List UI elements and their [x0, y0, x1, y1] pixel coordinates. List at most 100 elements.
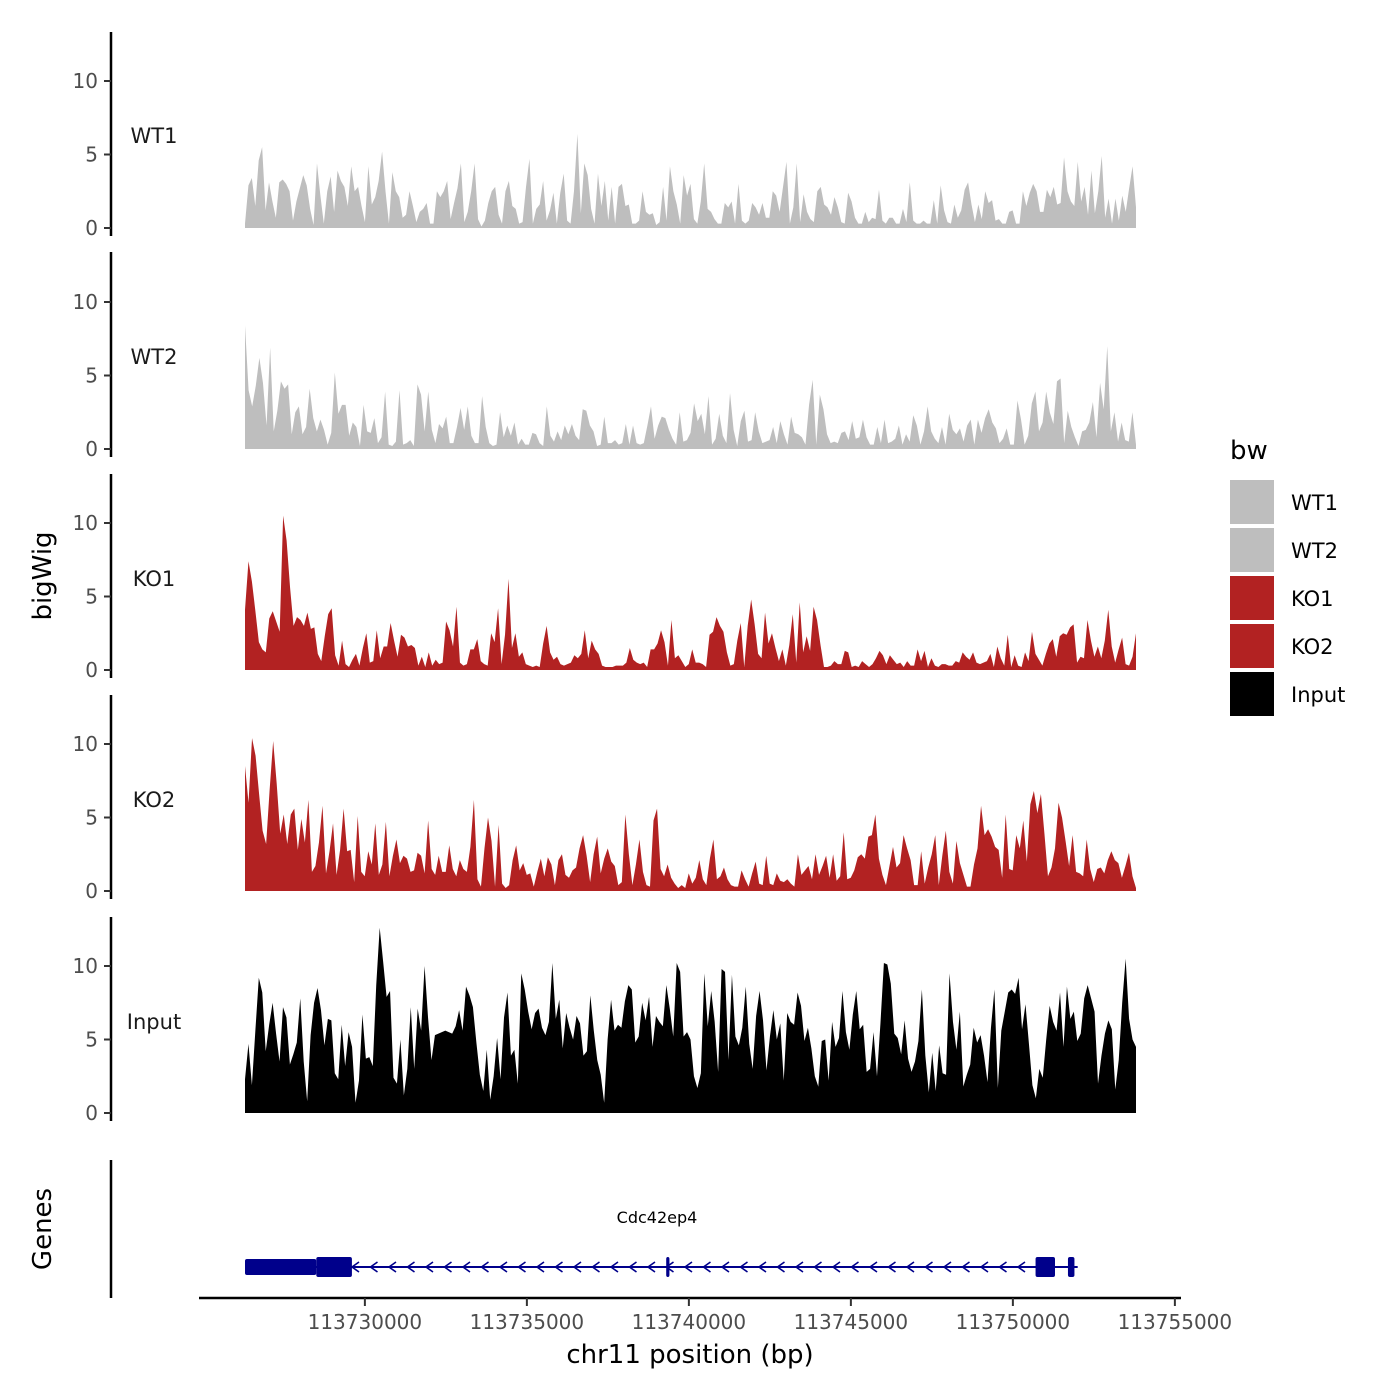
strand-arrow: [387, 1261, 397, 1273]
signal-area-ko1: [245, 515, 1136, 670]
legend-swatch: [1230, 528, 1274, 572]
strand-arrow: [350, 1261, 360, 1273]
x-tick-label: 113755000: [1118, 1310, 1233, 1334]
x-tick-label: 113740000: [632, 1310, 747, 1334]
gene-exon: [316, 1257, 352, 1277]
track-label-ko2: KO2: [133, 788, 176, 812]
y-tick-label: 0: [85, 216, 98, 240]
y-tick-label: 0: [85, 1101, 98, 1125]
legend-swatch: [1230, 576, 1274, 620]
strand-arrow: [831, 1261, 841, 1273]
strand-arrow: [517, 1261, 526, 1273]
gene-exon: [1067, 1257, 1075, 1277]
strand-arrow: [591, 1261, 600, 1273]
gene-exon: [1035, 1257, 1055, 1277]
y-axis-title: bigWig: [28, 531, 58, 620]
gene-exon: [245, 1259, 317, 1275]
track-ko2: 0 5 10 KO2: [73, 695, 1136, 903]
legend-swatch: [1230, 480, 1274, 524]
signal-area-wt1: [245, 133, 1136, 228]
legend-title: bw: [1230, 436, 1268, 466]
y-tick-label: 10: [73, 732, 98, 756]
track-input: 0 5 10 Input: [73, 917, 1136, 1125]
x-tick-label: 113750000: [956, 1310, 1071, 1334]
y-tick-label: 0: [85, 437, 98, 461]
signal-area-ko2: [245, 738, 1136, 891]
track-label-input: Input: [127, 1010, 181, 1034]
track-label-wt1: WT1: [131, 124, 178, 148]
signal-tracks: 0 5 10 WT1 0 5 10 WT2 0 5 10 KO1 0 5 10 KO2 0 5 10 Input: [73, 32, 1136, 1125]
y-tick-label: 10: [73, 69, 98, 93]
track-wt2: 0 5 10 WT2: [73, 252, 1136, 461]
x-tick-label: 113730000: [308, 1310, 423, 1334]
track-label-ko1: KO1: [133, 567, 176, 591]
legend-item-ko1: KO1: [1230, 576, 1334, 620]
strand-arrow: [406, 1261, 415, 1273]
strand-arrow: [942, 1261, 952, 1273]
signal-area-input: [245, 927, 1136, 1113]
legend-label: KO1: [1291, 587, 1334, 611]
gene-panel: Cdc42ep4: [109, 1160, 1078, 1298]
y-tick-label: 5: [85, 143, 98, 167]
track-wt1: 0 5 10 WT1: [73, 32, 1136, 240]
strand-arrow: [683, 1261, 693, 1273]
y-tick-label: 10: [73, 954, 98, 978]
y-tick-label: 0: [85, 879, 98, 903]
strand-arrow: [739, 1261, 748, 1273]
track-ko1: 0 5 10 KO1: [73, 474, 1136, 682]
strand-arrow: [813, 1261, 822, 1273]
legend-label: WT2: [1291, 539, 1338, 563]
y-tick-label: 5: [85, 364, 98, 388]
y-tick-label: 0: [85, 658, 98, 682]
legend-swatch: [1230, 624, 1274, 668]
signal-area-wt2: [245, 325, 1136, 449]
gene-model: [245, 1257, 1078, 1277]
y-tick-label: 5: [85, 806, 98, 830]
genes-axis-title: Genes: [28, 1188, 58, 1270]
track-label-wt2: WT2: [131, 345, 178, 369]
gene-exon: [666, 1257, 670, 1277]
strand-arrow: [794, 1261, 804, 1273]
legend-item-ko2: KO2: [1230, 624, 1334, 668]
x-tick-label: 113745000: [794, 1310, 909, 1334]
y-tick-label: 10: [73, 290, 98, 314]
strand-arrow: [535, 1261, 545, 1273]
legend-label: Input: [1291, 683, 1345, 707]
legend-swatch: [1230, 672, 1274, 716]
strand-arrow: [369, 1261, 378, 1273]
strand-arrow: [1016, 1261, 1026, 1273]
strand-arrow: [757, 1261, 767, 1273]
strand-arrow: [480, 1261, 489, 1273]
gene-name-label: Cdc42ep4: [617, 1208, 698, 1227]
strand-arrow: [443, 1261, 452, 1273]
strand-arrow: [461, 1261, 471, 1273]
y-tick-label: 10: [73, 511, 98, 535]
strand-arrow: [924, 1261, 933, 1273]
strand-arrow: [424, 1261, 434, 1273]
strand-arrow: [868, 1261, 878, 1273]
strand-arrow: [720, 1261, 730, 1273]
strand-arrow: [628, 1261, 637, 1273]
legend-label: WT1: [1291, 491, 1338, 515]
y-tick-label: 5: [85, 1028, 98, 1052]
strand-arrow: [979, 1261, 989, 1273]
legend-item-wt2: WT2: [1230, 528, 1338, 572]
strand-arrow: [961, 1261, 970, 1273]
x-axis: 113730000 113735000 113740000 113745000 1137…: [199, 1296, 1233, 1334]
strand-arrow: [609, 1261, 619, 1273]
strand-arrow: [998, 1261, 1007, 1273]
strand-arrow: [554, 1261, 563, 1273]
strand-arrow: [776, 1261, 785, 1273]
strand-arrow: [702, 1261, 711, 1273]
legend: bw WT1 WT2 KO1 KO2 Input: [1230, 436, 1345, 716]
y-tick-label: 5: [85, 585, 98, 609]
strand-arrow: [498, 1261, 508, 1273]
strand-arrow: [905, 1261, 915, 1273]
strand-arrow: [646, 1261, 656, 1273]
legend-label: KO2: [1291, 635, 1334, 659]
x-axis-title: chr11 position (bp): [566, 1340, 813, 1370]
x-tick-label: 113735000: [470, 1310, 585, 1334]
strand-arrow: [572, 1261, 582, 1273]
legend-item-input: Input: [1230, 672, 1345, 716]
